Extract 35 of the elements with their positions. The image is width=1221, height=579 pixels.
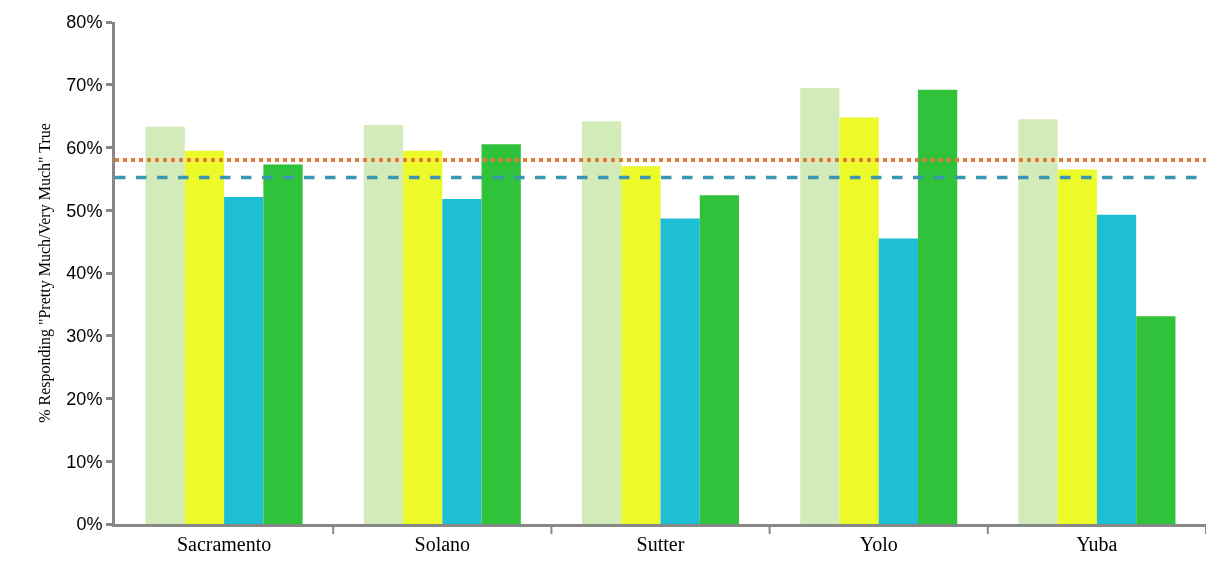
y-tick-label: 80%: [66, 12, 103, 33]
bar: [917, 89, 958, 524]
y-tick-label: 60%: [66, 137, 103, 158]
bar: [878, 238, 918, 524]
bar: [699, 195, 740, 524]
bar: [363, 124, 404, 524]
x-tick-label: Solano: [414, 533, 471, 555]
bar: [403, 150, 443, 524]
y-tick-label: 30%: [66, 326, 103, 347]
bar: [1096, 214, 1137, 524]
bar: [1057, 169, 1097, 524]
y-axis-title: % Responding "Pretty Much/Very Much" True: [36, 123, 55, 423]
y-tick-label: 10%: [66, 451, 103, 472]
x-tick-label: Yolo: [859, 533, 898, 555]
bar: [1136, 316, 1176, 524]
bar: [621, 166, 661, 524]
y-tick-label: 40%: [66, 263, 103, 284]
bar: [224, 197, 264, 524]
y-tick-label: 0%: [76, 514, 103, 535]
x-tick-label: Sacramento: [176, 533, 272, 555]
bar: [800, 87, 840, 524]
y-tick-label: 50%: [66, 200, 103, 221]
bar: [660, 218, 700, 524]
bar: [581, 121, 622, 524]
x-tick-label: Sutter: [636, 533, 685, 555]
y-tick-label: 70%: [66, 75, 103, 96]
bar: [145, 126, 185, 524]
x-tick-label: Yuba: [1076, 533, 1118, 555]
bar: [442, 198, 482, 524]
y-tick-label: 20%: [66, 388, 103, 409]
bar: [481, 144, 521, 524]
bar: [184, 150, 225, 524]
bar: [839, 117, 879, 524]
bar: [263, 164, 303, 524]
bar: [1018, 119, 1058, 524]
